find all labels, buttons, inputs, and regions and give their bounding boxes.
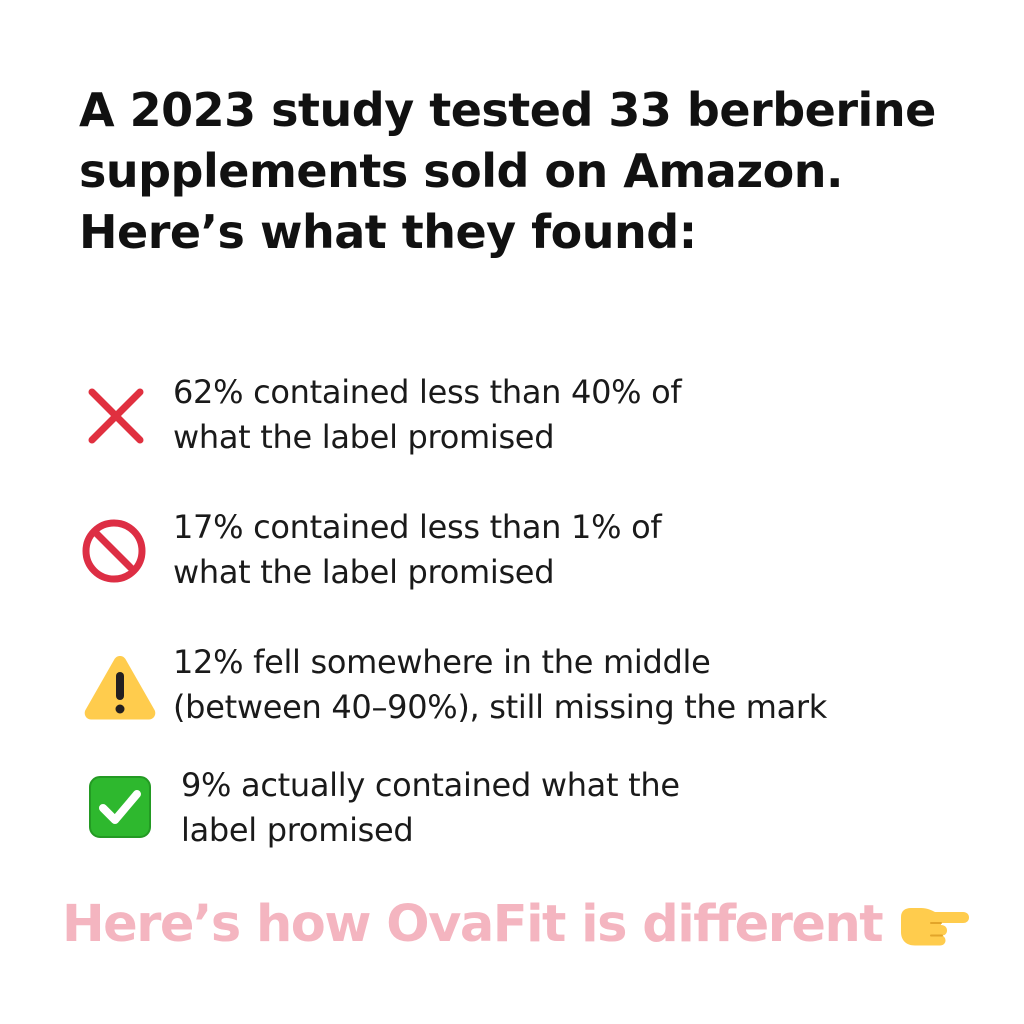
finding-item: 9% actually contained what the label pro…: [0, 763, 1024, 863]
finding-line: what the label promised: [173, 553, 555, 591]
finding-line: label promised: [181, 811, 414, 849]
finding-line: 17% contained less than 1% of: [173, 508, 662, 546]
pointing-right-hand-icon: [897, 899, 970, 951]
finding-text: 12% fell somewhere in the middle (betwee…: [173, 640, 827, 730]
headline: A 2023 study tested 33 berberine supplem…: [79, 80, 979, 263]
finding-text: 9% actually contained what the label pro…: [181, 763, 680, 853]
cta-text: Here’s how OvaFit is different: [62, 895, 884, 954]
finding-line: 9% actually contained what the: [181, 766, 680, 804]
headline-line: A 2023 study tested 33 berberine: [79, 83, 936, 137]
warning-icon: [82, 650, 158, 726]
finding-line: (between 40–90%), still missing the mark: [173, 688, 827, 726]
cta-banner: Here’s how OvaFit is different: [62, 890, 992, 970]
headline-line: supplements sold on Amazon.: [79, 144, 843, 198]
finding-line: what the label promised: [173, 418, 555, 456]
cross-mark-icon: [78, 378, 154, 454]
check-mark-button-icon: [88, 775, 152, 839]
prohibited-icon: [76, 513, 152, 589]
finding-line: 62% contained less than 40% of: [173, 373, 682, 411]
finding-line: 12% fell somewhere in the middle: [173, 643, 711, 681]
finding-item: 17% contained less than 1% of what the l…: [0, 505, 1024, 605]
finding-text: 62% contained less than 40% of what the …: [173, 370, 682, 460]
headline-line: Here’s what they found:: [79, 205, 697, 259]
finding-item: 12% fell somewhere in the middle (betwee…: [0, 640, 1024, 740]
finding-text: 17% contained less than 1% of what the l…: [173, 505, 662, 595]
finding-item: 62% contained less than 40% of what the …: [0, 368, 1024, 468]
